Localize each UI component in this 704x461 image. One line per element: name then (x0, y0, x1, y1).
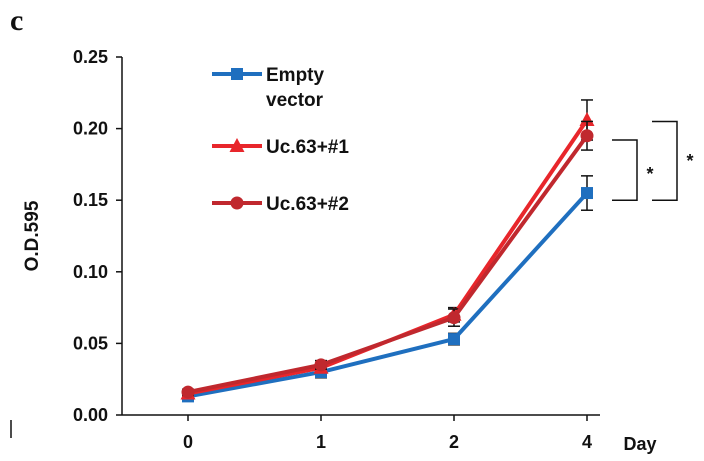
significance-star: * (686, 151, 693, 171)
significance-bracket-1: * (612, 139, 654, 201)
data-point (581, 187, 593, 200)
plot-area (180, 99, 595, 403)
legend-entry-3: Uc.63+#2 (212, 194, 349, 215)
significance-bracket-2: * (652, 120, 694, 201)
significance-star: * (646, 164, 653, 184)
x-tick-label: 1 (316, 432, 326, 452)
data-point (579, 112, 595, 127)
data-point (447, 311, 461, 325)
x-tick-label: 0 (183, 432, 193, 452)
legend-entry-1: Empty vector (212, 65, 325, 111)
y-tick-label: 0.25 (73, 47, 108, 67)
y-tick-label: 0.20 (73, 119, 108, 139)
bracket-line (612, 139, 638, 201)
legend-swatch-marker (229, 138, 245, 152)
legend-swatch-marker (230, 196, 244, 210)
legend-label: Empty (266, 65, 325, 86)
series-line (187, 191, 589, 399)
y-tick-label: 0.05 (73, 333, 108, 353)
x-tick-label: 2 (449, 432, 459, 452)
legend-label: vector (266, 90, 324, 111)
series-3 (181, 120, 594, 399)
y-axis-title: O.D.595 (22, 200, 43, 271)
legend-entry-2: Uc.63+#1 (212, 137, 349, 158)
significance-brackets: ** (612, 120, 694, 201)
x-unit-label: Day (623, 434, 656, 454)
x-tick-label: 4 (582, 432, 592, 452)
y-tick-label: 0.10 (73, 262, 108, 282)
legend-swatch-marker (231, 68, 243, 80)
y-tick-label: 0.00 (73, 405, 108, 425)
legend-label: Uc.63+#2 (266, 194, 349, 215)
panel-letter: c (10, 4, 23, 37)
data-point (448, 333, 460, 346)
data-point (580, 129, 594, 143)
legend-label: Uc.63+#1 (266, 137, 349, 158)
axes: 0.00 0.05 0.10 0.15 0.20 0.25 0 1 2 4 Day O.D.595 (10, 47, 657, 454)
data-point (314, 358, 328, 372)
legend: Empty vector Uc.63+#1 Uc.63+#2 (212, 65, 349, 215)
data-point (181, 385, 195, 399)
series-line (187, 134, 589, 395)
bracket-line (652, 120, 678, 201)
y-tick-label: 0.15 (73, 190, 108, 210)
